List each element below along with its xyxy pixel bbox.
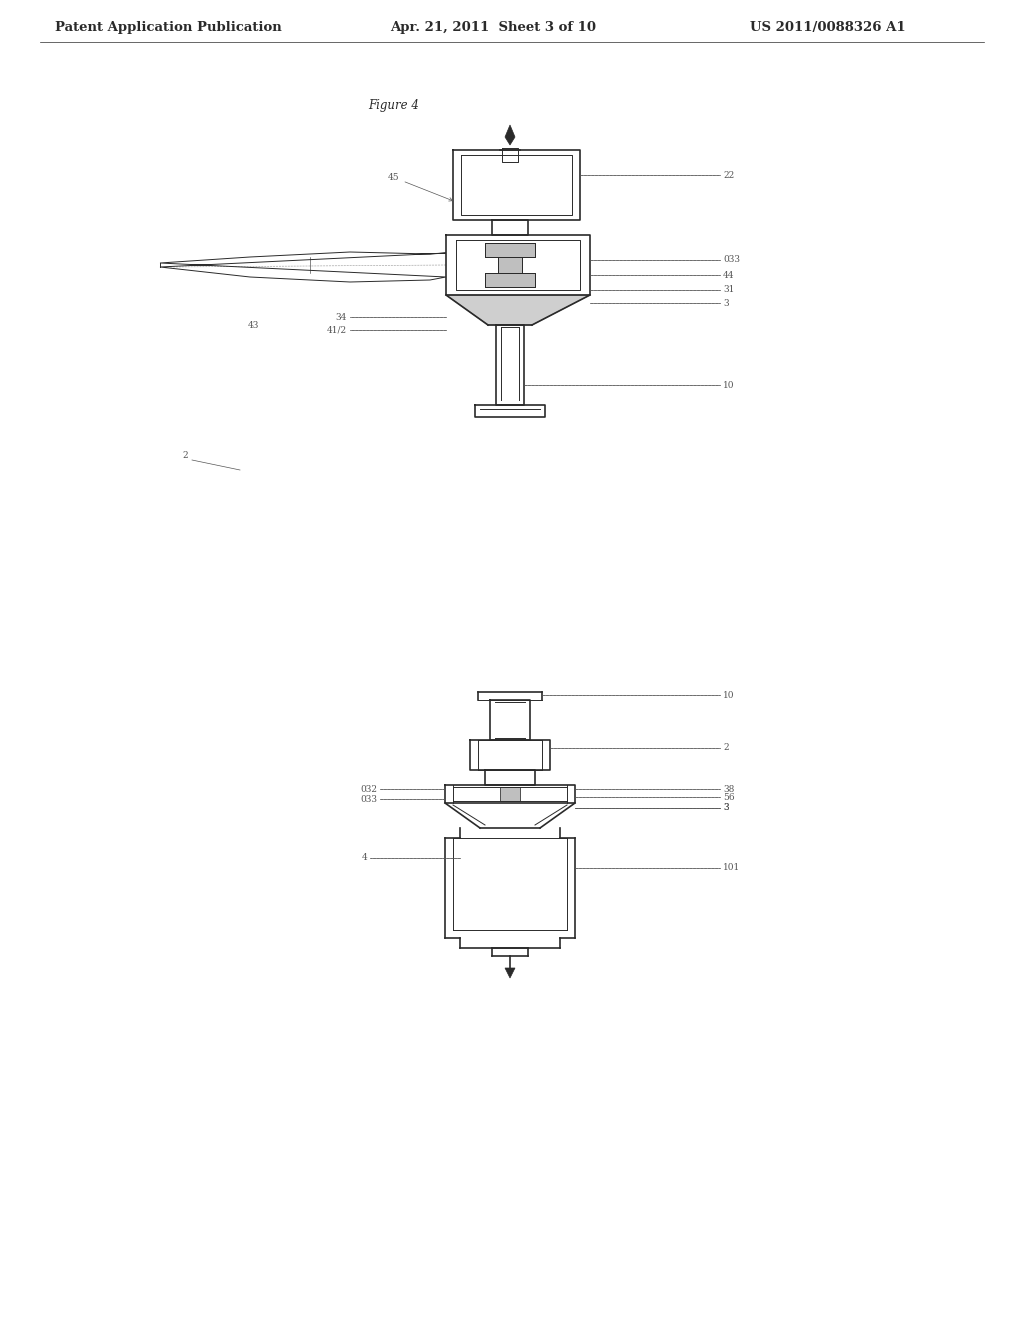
Text: 10: 10 bbox=[723, 380, 734, 389]
Polygon shape bbox=[485, 243, 535, 286]
Polygon shape bbox=[505, 125, 515, 145]
Text: 032: 032 bbox=[360, 784, 377, 793]
Text: 2: 2 bbox=[723, 743, 729, 752]
Polygon shape bbox=[446, 294, 590, 325]
Text: 2: 2 bbox=[182, 450, 187, 459]
Text: 56: 56 bbox=[723, 792, 734, 801]
Text: 10: 10 bbox=[723, 690, 734, 700]
Text: 3: 3 bbox=[723, 298, 729, 308]
Text: 41/2: 41/2 bbox=[327, 326, 347, 334]
Text: 4: 4 bbox=[361, 854, 367, 862]
Text: Apr. 21, 2011  Sheet 3 of 10: Apr. 21, 2011 Sheet 3 of 10 bbox=[390, 21, 596, 33]
Text: 033: 033 bbox=[723, 256, 740, 264]
Text: 3: 3 bbox=[723, 804, 729, 813]
Text: US 2011/0088326 A1: US 2011/0088326 A1 bbox=[750, 21, 905, 33]
Text: 101: 101 bbox=[723, 863, 740, 873]
Text: 033: 033 bbox=[360, 795, 377, 804]
Bar bbox=[500, 787, 520, 801]
Text: 22: 22 bbox=[723, 170, 734, 180]
Text: 3: 3 bbox=[723, 804, 729, 813]
Text: Figure 4: Figure 4 bbox=[368, 99, 419, 111]
Text: 31: 31 bbox=[723, 285, 734, 294]
Text: Patent Application Publication: Patent Application Publication bbox=[55, 21, 282, 33]
Text: 45: 45 bbox=[388, 173, 453, 201]
Text: 43: 43 bbox=[248, 321, 259, 330]
Text: 38: 38 bbox=[723, 784, 734, 793]
Text: 44: 44 bbox=[723, 271, 734, 280]
Polygon shape bbox=[505, 968, 515, 978]
Text: 34: 34 bbox=[336, 313, 347, 322]
